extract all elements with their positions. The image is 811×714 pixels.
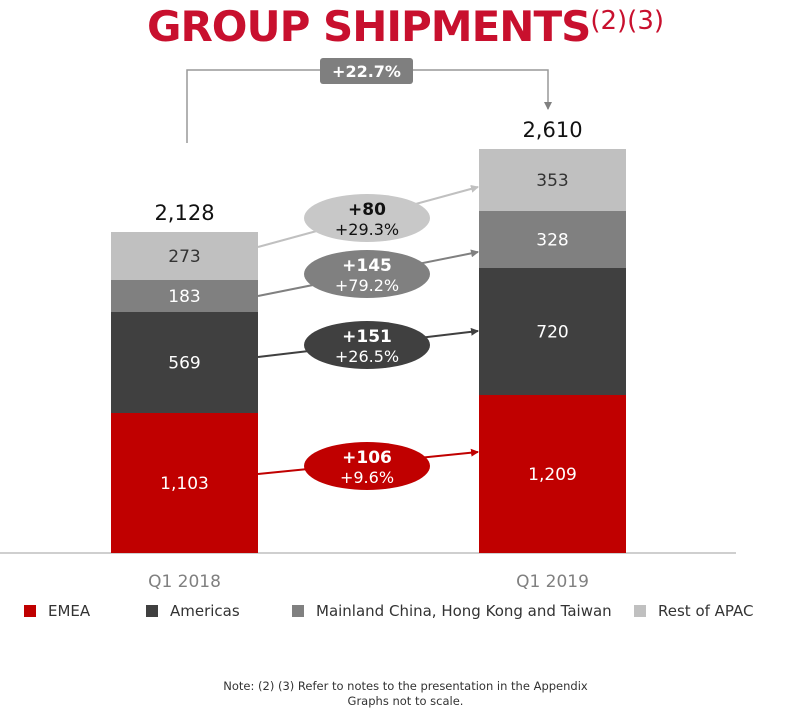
legend-label-mainland-china-hong-kong-and-taiwan: Mainland China, Hong Kong and Taiwan (316, 602, 612, 620)
legend-label-americas: Americas (170, 602, 240, 620)
growth-abs-mainland-china-hong-kong-and-taiwan: +145 (342, 256, 392, 276)
growth-pct-emea: +9.6% (340, 468, 394, 487)
bar-label-rest-of-apac-q1-2018: 273 (168, 247, 200, 267)
growth-pct-rest-of-apac: +29.3% (335, 220, 399, 239)
legend-swatch-emea (24, 605, 36, 617)
legend-swatch-americas (146, 605, 158, 617)
legend: EMEA Americas Mainland China, Hong Kong an… (0, 602, 811, 626)
legend-item-emea: EMEA (24, 602, 90, 620)
bar-segment-rest-of-apac-q1-2018 (111, 232, 258, 280)
total-label-q1-2018: 2,128 (154, 201, 214, 225)
bar-segment-emea-q1-2019 (479, 395, 626, 553)
legend-label-rest-of-apac: Rest of APAC (658, 602, 754, 620)
growth-pct-mainland-china-hong-kong-and-taiwan: +79.2% (335, 276, 399, 295)
stacked-bar-chart: 1,103 569 183 273 2,128 Q1 2018 1,209 720 328 353… (0, 58, 736, 592)
total-growth-badge (320, 58, 413, 84)
growth-bubble-rest-of-apac (304, 194, 430, 242)
bar-segment-americas-q1-2019 (479, 268, 626, 395)
chart-title-superscript: (2)(3) (590, 6, 665, 36)
bar-label-mainland-china-hong-kong-and-taiwan-q1-2018: 183 (168, 287, 200, 307)
bar-segment-mainland-china-hong-kong-and-taiwan-q1-2018 (111, 280, 258, 312)
bar-segment-emea-q1-2018 (111, 413, 258, 553)
bar-segment-americas-q1-2018 (111, 312, 258, 413)
growth-bubble-mainland-china-hong-kong-and-taiwan (304, 250, 430, 298)
x-tick-label-q1-2018: Q1 2018 (148, 572, 221, 592)
growth-abs-rest-of-apac: +80 (348, 200, 386, 220)
legend-label-emea: EMEA (48, 602, 91, 620)
legend-item-americas: Americas (146, 602, 240, 620)
growth-abs-americas: +151 (342, 327, 392, 347)
bar-label-americas-q1-2018: 569 (168, 354, 200, 374)
growth-bubble-americas (304, 321, 430, 369)
total-growth-label: +22.7% (332, 62, 401, 81)
annotations-layer: +106+9.6% +151+26.5% +145+79.2% +80+29.3% +2… (186, 58, 552, 490)
legend-item-rest-of-apac: Rest of APAC (634, 602, 754, 620)
footnote-line-2: Graphs not to scale. (347, 694, 464, 708)
legend-item-mainland-china-hong-kong-and-taiwan: Mainland China, Hong Kong and Taiwan (292, 602, 612, 620)
growth-abs-emea: +106 (342, 448, 392, 468)
chart-title-text: GROUP SHIPMENTS (146, 2, 591, 51)
bar-label-mainland-china-hong-kong-and-taiwan-q1-2019: 328 (536, 231, 568, 251)
footnote-line-1: Note: (2) (3) Refer to notes to the pres… (223, 679, 588, 693)
chart-title: GROUP SHIPMENTS(2)(3) (0, 2, 811, 51)
growth-bubble-emea (304, 442, 430, 490)
legend-swatch-mainland-china-hong-kong-and-taiwan (292, 605, 304, 617)
bar-segment-mainland-china-hong-kong-and-taiwan-q1-2019 (479, 211, 626, 268)
legend-swatch-rest-of-apac (634, 605, 646, 617)
growth-pct-americas: +26.5% (335, 347, 399, 366)
x-tick-label-q1-2019: Q1 2019 (516, 572, 589, 592)
bar-label-emea-q1-2019: 1,209 (528, 465, 577, 485)
total-label-q1-2019: 2,610 (522, 118, 582, 142)
footnote: Note: (2) (3) Refer to notes to the pres… (0, 679, 811, 709)
bar-label-rest-of-apac-q1-2019: 353 (536, 171, 568, 191)
bar-label-americas-q1-2019: 720 (536, 323, 568, 343)
bars-layer: 1,103 569 183 273 2,128 Q1 2018 1,209 720 328 353… (0, 118, 736, 592)
bar-segment-rest-of-apac-q1-2019 (479, 149, 626, 211)
bar-label-emea-q1-2018: 1,103 (160, 474, 209, 494)
